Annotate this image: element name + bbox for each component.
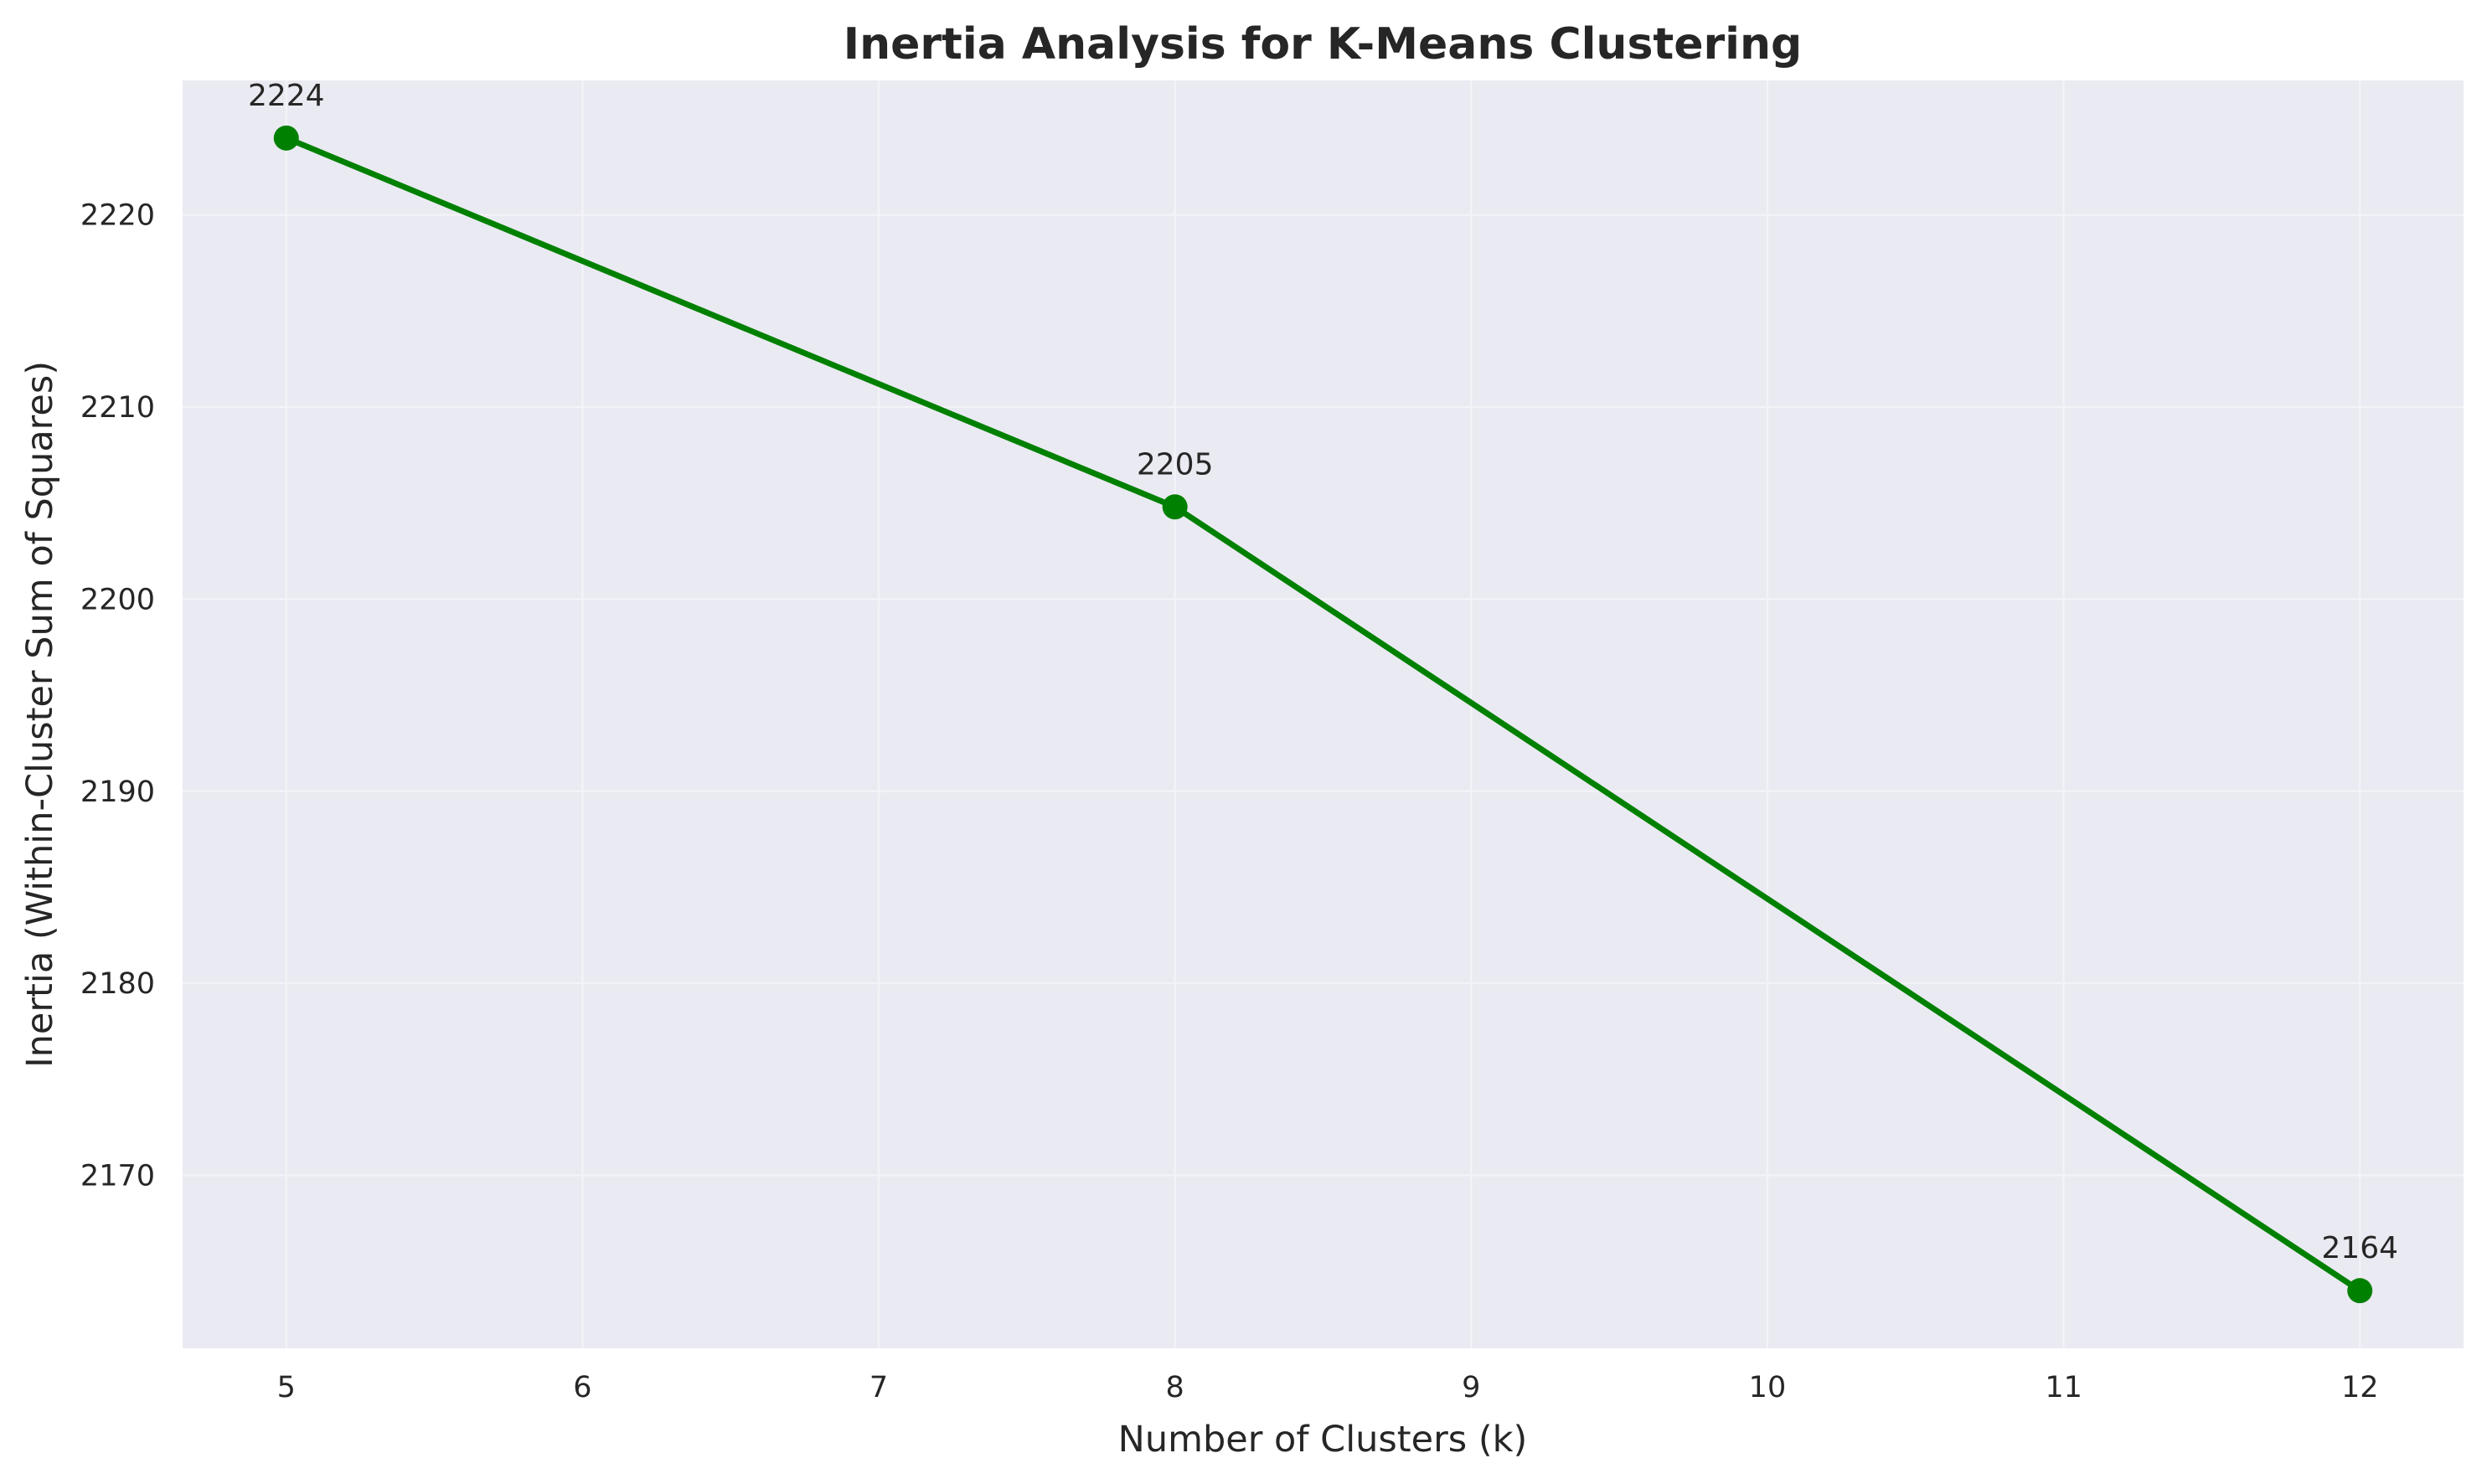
x-axis-label: Number of Clusters (k) bbox=[1118, 1419, 1528, 1461]
x-axis-ticks: 5 6 7 8 9 10 11 12 bbox=[277, 1371, 2379, 1404]
y-tick-label: 2170 bbox=[80, 1160, 155, 1193]
data-label: 2205 bbox=[1137, 447, 1214, 482]
y-tick-label: 2220 bbox=[80, 199, 155, 233]
data-points: 2224 2205 2164 bbox=[248, 79, 2398, 1304]
x-tick-label: 9 bbox=[1462, 1371, 1480, 1404]
x-tick-label: 7 bbox=[869, 1371, 888, 1404]
x-tick-label: 10 bbox=[1749, 1371, 1787, 1404]
y-tick-label: 2200 bbox=[80, 583, 155, 616]
y-axis-label: Inertia (Within-Cluster Sum of Squares) bbox=[19, 361, 61, 1068]
x-tick-label: 12 bbox=[2341, 1371, 2379, 1404]
x-tick-label: 8 bbox=[1166, 1371, 1184, 1404]
x-tick-label: 6 bbox=[573, 1371, 591, 1404]
y-axis-ticks: 2170 2180 2190 2200 2210 2220 bbox=[80, 199, 155, 1193]
data-label: 2224 bbox=[248, 79, 325, 113]
y-tick-label: 2180 bbox=[80, 967, 155, 1001]
data-point bbox=[1162, 494, 1188, 520]
data-point bbox=[2347, 1278, 2373, 1304]
y-tick-label: 2190 bbox=[80, 775, 155, 809]
data-point bbox=[273, 125, 299, 151]
data-label: 2164 bbox=[2321, 1231, 2398, 1265]
plot-background bbox=[183, 80, 2464, 1348]
x-tick-label: 5 bbox=[277, 1371, 296, 1404]
y-tick-label: 2210 bbox=[80, 391, 155, 425]
grid-lines bbox=[183, 80, 2464, 1348]
chart-title: Inertia Analysis for K-Means Clustering bbox=[844, 19, 1802, 70]
x-tick-label: 11 bbox=[2045, 1371, 2082, 1404]
